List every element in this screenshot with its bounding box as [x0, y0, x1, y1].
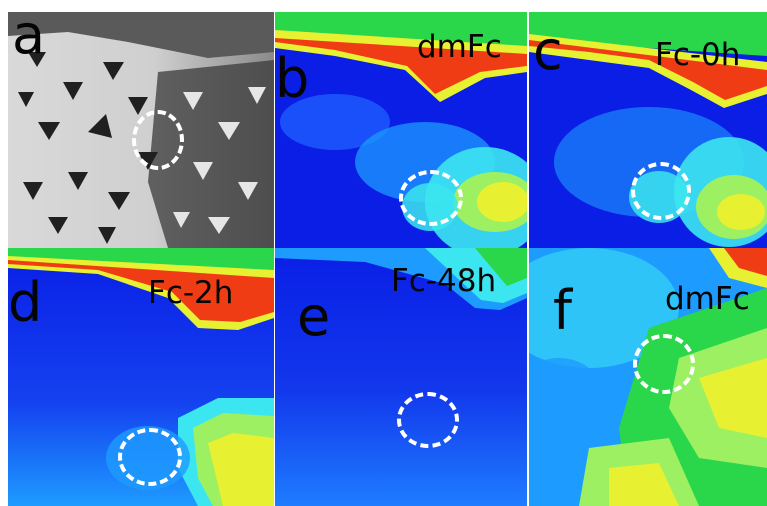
panel-e: e Fc-48h — [275, 248, 527, 506]
grayscale-micrograph — [8, 12, 274, 248]
panel-c-marker — [631, 162, 691, 220]
panel-e-title: Fc-48h — [391, 263, 497, 299]
panel-c-letter: c — [533, 19, 563, 82]
panel-d-marker — [118, 428, 182, 486]
panel-f-marker — [633, 334, 695, 394]
panel-f-title: dmFc — [665, 281, 750, 317]
panel-a-letter: a — [12, 12, 46, 66]
panel-e-marker — [397, 392, 459, 448]
panel-d-letter: d — [8, 271, 43, 334]
intensity-map-e — [275, 248, 527, 506]
panel-e-letter: e — [297, 285, 331, 348]
panel-f: f dmFc — [529, 248, 767, 506]
panel-c-title: Fc-0h — [655, 37, 741, 73]
intensity-map-b — [275, 12, 527, 248]
panel-b-marker — [399, 170, 463, 226]
panel-d-title: Fc-2h — [148, 275, 234, 311]
panel-b: b dmFc — [275, 12, 527, 248]
intensity-map-c — [529, 12, 767, 248]
panel-d: d Fc-2h — [8, 248, 274, 506]
panel-f-letter: f — [553, 279, 573, 342]
panel-b-title: dmFc — [417, 29, 502, 65]
panel-c: c Fc-0h — [529, 12, 767, 248]
panel-b-letter: b — [275, 47, 310, 110]
panel-a: a — [8, 12, 274, 248]
panel-a-marker — [132, 110, 184, 170]
